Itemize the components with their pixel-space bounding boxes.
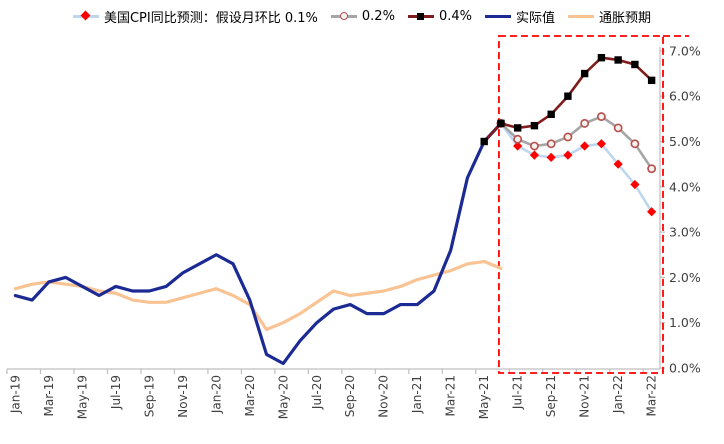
- svg-text:Jul-21: Jul-21: [511, 375, 525, 410]
- legend-item-forecast-0.1pct: 美国CPI同比预测：假设月环比 0.1%: [72, 7, 318, 26]
- svg-text:Jul-20: Jul-20: [310, 375, 324, 410]
- svg-text:4.0%: 4.0%: [669, 179, 701, 194]
- svg-text:Mar-21: Mar-21: [444, 375, 458, 416]
- svg-text:7.0%: 7.0%: [669, 43, 701, 58]
- legend-item-actual: 实际值: [484, 7, 555, 26]
- svg-text:Mar-20: Mar-20: [243, 375, 257, 416]
- svg-text:May-20: May-20: [276, 375, 290, 419]
- svg-text:Jan-20: Jan-20: [209, 375, 223, 414]
- svg-text:Mar-22: Mar-22: [645, 375, 659, 416]
- svg-text:Mar-19: Mar-19: [42, 375, 56, 416]
- svg-text:Nov-21: Nov-21: [578, 375, 592, 418]
- line-marker-icon: [567, 11, 594, 21]
- svg-text:Sep-20: Sep-20: [343, 375, 357, 417]
- svg-text:2.0%: 2.0%: [669, 270, 701, 285]
- svg-text:Jan-22: Jan-22: [611, 375, 625, 414]
- svg-text:Nov-20: Nov-20: [377, 375, 391, 418]
- legend-label-forecast-0.2pct: 0.2%: [361, 8, 395, 24]
- svg-text:1.0%: 1.0%: [669, 315, 701, 330]
- svg-text:0.0%: 0.0%: [669, 361, 701, 376]
- svg-text:Nov-19: Nov-19: [176, 375, 190, 418]
- legend-label-forecast-0.1pct: 美国CPI同比预测：假设月环比 0.1%: [103, 10, 318, 26]
- svg-text:Jan-21: Jan-21: [410, 375, 424, 414]
- legend-label-forecast-0.4pct: 0.4%: [438, 8, 472, 24]
- svg-text:May-21: May-21: [477, 375, 491, 419]
- legend-item-forecast-0.2pct: 0.2%: [330, 8, 395, 24]
- square-marker-icon: [407, 11, 434, 21]
- circle-marker-icon: [330, 11, 357, 21]
- legend-item-expectation: 通胀预期: [567, 7, 651, 26]
- svg-text:6.0%: 6.0%: [669, 89, 701, 104]
- legend-label-expectation: 通胀预期: [598, 10, 651, 26]
- svg-text:Sep-21: Sep-21: [544, 375, 558, 417]
- svg-text:3.0%: 3.0%: [669, 225, 701, 240]
- line-marker-icon: [484, 11, 511, 21]
- svg-text:Sep-19: Sep-19: [142, 375, 156, 417]
- svg-text:5.0%: 5.0%: [669, 134, 701, 149]
- legend-item-forecast-0.4pct: 0.4%: [407, 8, 472, 24]
- svg-text:Jan-19: Jan-19: [8, 375, 22, 414]
- diamond-marker-icon: [72, 10, 99, 21]
- legend-label-actual: 实际值: [515, 10, 555, 26]
- svg-text:May-19: May-19: [75, 375, 89, 419]
- svg-text:Jul-19: Jul-19: [109, 375, 123, 410]
- chart-legend: 美国CPI同比预测：假设月环比 0.1% 0.2% 0.4% 实际值 通胀预期: [0, 5, 724, 27]
